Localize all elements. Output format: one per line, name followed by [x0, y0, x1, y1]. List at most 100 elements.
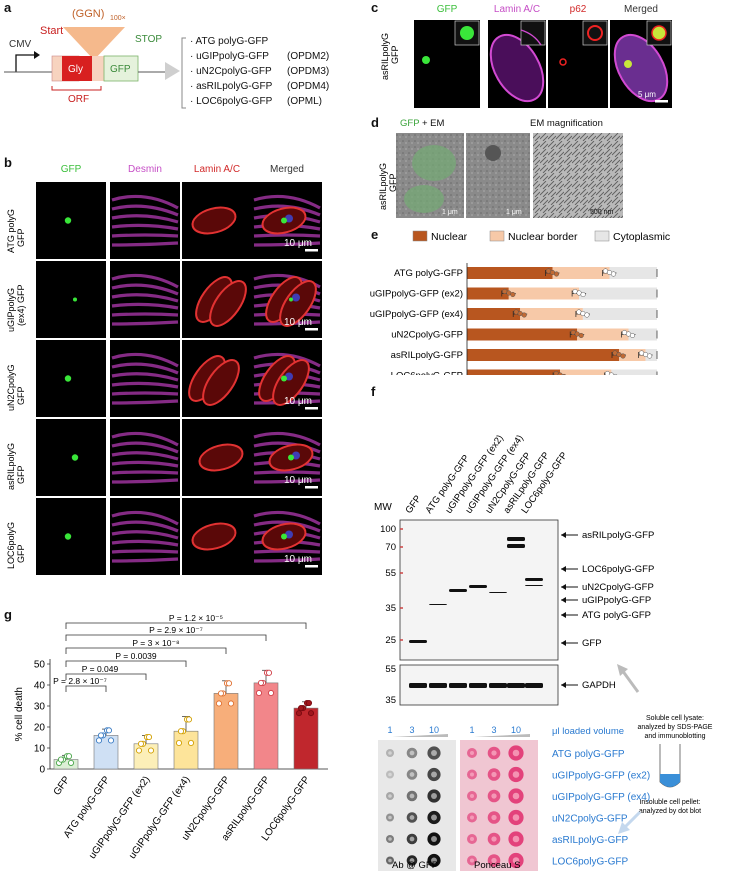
significance-bracket: P = 0.049 [65, 664, 147, 680]
repeat-sub: 100× [110, 15, 126, 22]
micrograph-tile [182, 419, 252, 496]
dot-volume-label: 10 [429, 725, 439, 735]
data-point [187, 739, 195, 747]
dot-blot-gfp [378, 740, 456, 871]
scale-bar-label: 10 μm [284, 238, 312, 249]
lane-label: GFP [403, 493, 423, 515]
panel-c-col-header: p62 [569, 4, 587, 15]
micrograph-tile [488, 20, 546, 108]
micrograph-tile [182, 498, 252, 575]
stacked-bar-segment [467, 267, 553, 279]
dot-volume-label: 10 [511, 725, 521, 735]
y-tick-label: 20 [34, 723, 46, 734]
panel-e-label: e [371, 227, 379, 242]
data-point [217, 690, 225, 697]
data-point [580, 291, 586, 298]
p-value-label: P = 1.2 × 10⁻⁵ [169, 613, 223, 623]
blot-band [409, 640, 427, 643]
data-point [613, 373, 618, 375]
data-point [562, 373, 567, 375]
dot-row-label: uGIPpolyG-GFP (ex2) [552, 771, 650, 782]
legend-swatch [594, 230, 610, 242]
data-point [307, 710, 315, 717]
construct-item: · LOC6polyG-GFP (OPML) [190, 96, 322, 107]
data-point [67, 759, 75, 766]
stacked-bar-segment [508, 287, 580, 300]
data-point [297, 705, 305, 712]
micrograph-tile: 10 μm [252, 340, 322, 417]
panel-a-label: a [4, 0, 12, 15]
stacked-bar-segment [628, 328, 657, 341]
data-point [510, 291, 516, 298]
svg-text:asRILpolyGGFP: asRILpolyGGFP [378, 163, 398, 210]
data-point [620, 353, 626, 359]
band-label: GFP [582, 638, 602, 649]
mw-marker: 35 [385, 603, 396, 614]
panel-b-col-header: Merged [270, 164, 304, 175]
category-label: asRILpolyG-GFP [391, 350, 463, 361]
band-label: ATG polyG-GFP [582, 610, 651, 621]
y-tick-label: 0 [39, 765, 45, 776]
band-label: asRILpolyG-GFP [582, 530, 654, 541]
panel-c-label: c [371, 0, 379, 15]
band-label: uN2CpolyG-GFP [582, 582, 654, 593]
micrograph-tile [36, 340, 106, 417]
y-tick-label: 40 [34, 681, 46, 692]
cmv-label: CMV [9, 39, 32, 50]
category-label: uGIPpolyG-GFP (ex2) [370, 289, 463, 300]
blot-band [525, 585, 543, 586]
category-label: uN2CpolyG-GFP [391, 330, 463, 341]
micrograph-tile [548, 20, 608, 108]
y-tick-label: 50 [34, 660, 46, 671]
data-point [257, 679, 265, 686]
dot-volume-label: 1 [469, 725, 474, 735]
p-value-label: P = 2.8 × 10⁻⁷ [53, 676, 107, 686]
dot-row-label: ATG polyG-GFP [552, 749, 625, 760]
dot-blot-ponceau [460, 740, 538, 871]
panel-g-label: g [4, 607, 12, 622]
micrograph-tile [110, 419, 180, 496]
scale-bar-label: 10 μm [284, 396, 312, 407]
gapdh-band [525, 683, 543, 688]
gfp-label: GFP [110, 64, 131, 75]
blot-band [429, 604, 447, 605]
band-label: uGIPpolyG-GFP [582, 595, 651, 606]
mw-marker: 25 [385, 635, 396, 646]
data-point [521, 312, 527, 318]
panel-c-col-header: Merged [624, 4, 658, 15]
micrograph-tile [182, 340, 252, 417]
significance-bracket: P = 2.9 × 10⁻⁷ [65, 625, 267, 641]
gapdh-band [507, 683, 525, 688]
blot-band [525, 578, 543, 581]
lysate-note: and immunoblotting [644, 733, 705, 740]
scale-bar-label: 10 μm [284, 554, 312, 565]
blot-band [469, 585, 487, 588]
micrograph-tile [36, 498, 106, 575]
gly-label: Gly [68, 64, 83, 75]
panel-c-col-header: GFP [436, 4, 458, 15]
y-axis-label: % cell death [14, 687, 25, 741]
stacked-bar-segment [582, 308, 657, 320]
micrograph-tile: 5 μm [610, 20, 672, 108]
gfp-box [103, 55, 139, 82]
panel-d-mag-title: EM magnification [530, 118, 603, 129]
data-point [305, 700, 313, 707]
gapdh-label: GAPDH [582, 680, 616, 691]
category-label: uGIPpolyG-GFP (ex4) [370, 309, 463, 320]
data-point [225, 680, 233, 687]
mw-marker: 55 [385, 568, 396, 579]
gapdh-band [469, 683, 487, 688]
significance-bracket: P = 2.8 × 10⁻⁷ [53, 676, 107, 692]
data-point [578, 332, 584, 339]
data-point [267, 689, 275, 697]
micrograph-tile [414, 20, 480, 108]
significance-bracket: P = 0.0039 [65, 651, 187, 667]
blot-band [507, 537, 525, 541]
panel-b-row-label: uN2CpolyGGFP [6, 364, 26, 411]
panel-b-col-header: Lamin A/C [193, 164, 241, 175]
micrograph-tile [110, 340, 180, 417]
data-point [147, 747, 155, 754]
panel-b-label: b [4, 155, 12, 170]
data-point [145, 734, 153, 741]
repeat-insert-shape [63, 27, 125, 60]
